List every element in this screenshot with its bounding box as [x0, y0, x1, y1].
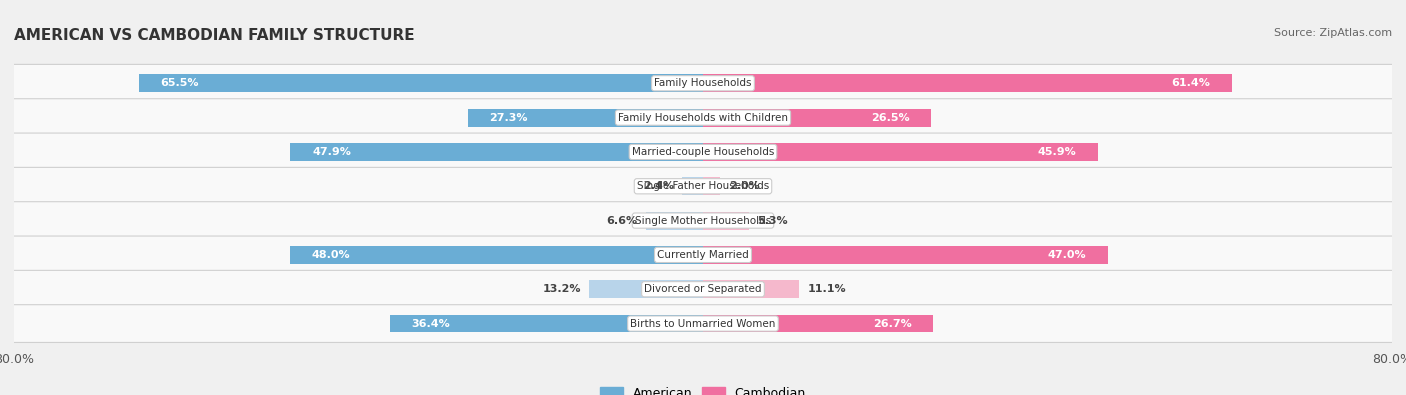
Text: 36.4%: 36.4%: [411, 319, 450, 329]
FancyBboxPatch shape: [6, 236, 1400, 274]
Text: 65.5%: 65.5%: [160, 78, 200, 88]
Text: Married-couple Households: Married-couple Households: [631, 147, 775, 157]
Text: 11.1%: 11.1%: [807, 284, 846, 294]
Bar: [703, 177, 720, 195]
Text: 47.9%: 47.9%: [312, 147, 352, 157]
FancyBboxPatch shape: [6, 202, 1400, 239]
Bar: [703, 74, 1232, 92]
FancyBboxPatch shape: [6, 133, 1400, 171]
Bar: [139, 74, 703, 92]
Text: Births to Unmarried Women: Births to Unmarried Women: [630, 319, 776, 329]
Text: 45.9%: 45.9%: [1038, 147, 1077, 157]
Text: 5.3%: 5.3%: [758, 216, 787, 226]
Text: Source: ZipAtlas.com: Source: ZipAtlas.com: [1274, 28, 1392, 38]
FancyBboxPatch shape: [6, 99, 1400, 137]
Text: 61.4%: 61.4%: [1171, 78, 1211, 88]
Text: 2.4%: 2.4%: [643, 181, 673, 191]
Text: 27.3%: 27.3%: [489, 113, 527, 122]
Bar: [589, 280, 703, 298]
Text: 6.6%: 6.6%: [606, 216, 637, 226]
Text: Divorced or Separated: Divorced or Separated: [644, 284, 762, 294]
Text: 47.0%: 47.0%: [1047, 250, 1087, 260]
Bar: [682, 177, 703, 195]
Text: AMERICAN VS CAMBODIAN FAMILY STRUCTURE: AMERICAN VS CAMBODIAN FAMILY STRUCTURE: [14, 28, 415, 43]
Bar: [703, 315, 934, 333]
Text: Single Father Households: Single Father Households: [637, 181, 769, 191]
Bar: [703, 109, 931, 126]
Bar: [290, 246, 703, 264]
FancyBboxPatch shape: [6, 167, 1400, 205]
Legend: American, Cambodian: American, Cambodian: [595, 382, 811, 395]
Bar: [703, 143, 1098, 161]
Bar: [703, 280, 799, 298]
Bar: [389, 315, 703, 333]
Text: Family Households: Family Households: [654, 78, 752, 88]
Bar: [703, 212, 748, 229]
Text: 26.7%: 26.7%: [873, 319, 911, 329]
Text: 26.5%: 26.5%: [872, 113, 910, 122]
Bar: [647, 212, 703, 229]
Text: Single Mother Households: Single Mother Households: [636, 216, 770, 226]
FancyBboxPatch shape: [6, 270, 1400, 308]
Bar: [291, 143, 703, 161]
Text: 48.0%: 48.0%: [311, 250, 350, 260]
Text: 2.0%: 2.0%: [728, 181, 759, 191]
Text: Currently Married: Currently Married: [657, 250, 749, 260]
Bar: [703, 246, 1108, 264]
Text: 13.2%: 13.2%: [543, 284, 581, 294]
Bar: [468, 109, 703, 126]
FancyBboxPatch shape: [6, 64, 1400, 102]
FancyBboxPatch shape: [6, 305, 1400, 342]
Text: Family Households with Children: Family Households with Children: [619, 113, 787, 122]
